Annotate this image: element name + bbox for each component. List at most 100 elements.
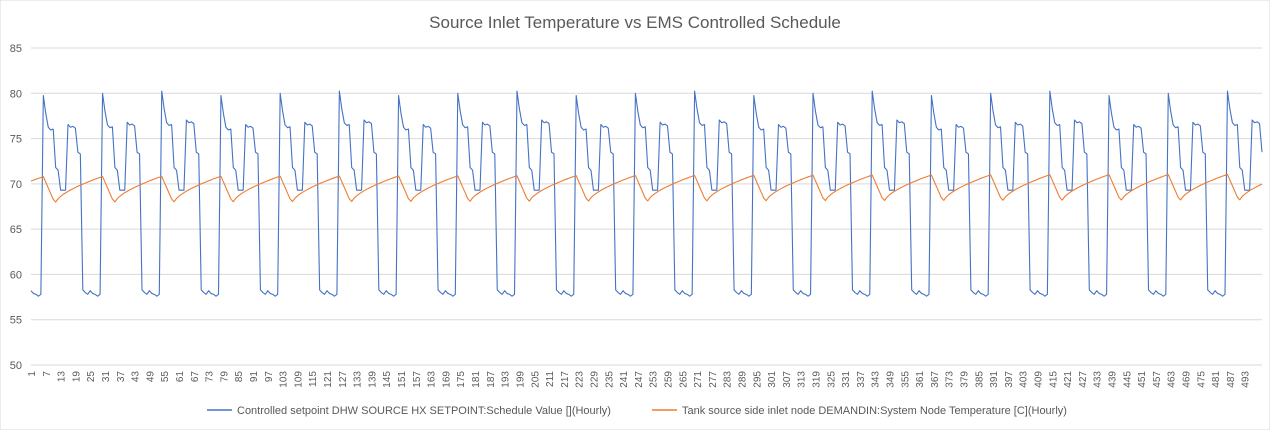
x-tick-label: 247 [634,371,645,388]
x-tick-label: 325 [826,371,837,388]
x-tick-label: 469 [1182,371,1193,388]
legend-label-inlet: Tank source side inlet node DEMANDIN:Sys… [682,405,1067,417]
x-tick-label: 265 [678,371,689,388]
x-tick-label: 61 [175,371,186,383]
x-tick-label: 427 [1078,371,1089,388]
x-tick-label: 175 [456,371,467,388]
x-tick-label: 151 [397,371,408,388]
x-tick-label: 163 [427,371,438,388]
series-line-setpoint [30,90,1263,297]
x-tick-label: 127 [338,371,349,388]
x-tick-label: 139 [367,371,378,388]
x-tick-label: 361 [915,371,926,388]
chart-title: Source Inlet Temperature vs EMS Controll… [429,13,841,32]
x-tick-label: 463 [1167,371,1178,388]
x-tick-label: 211 [545,371,556,387]
x-tick-label: 319 [811,371,822,388]
y-axis: 50 55 60 65 70 75 80 85 [10,43,22,372]
x-tick-label: 397 [1004,371,1015,388]
x-tick-label: 49 [145,371,156,383]
x-tick-label: 433 [1093,371,1104,388]
x-tick-label: 271 [693,371,704,388]
y-tick-label: 75 [10,134,22,146]
x-tick-label: 97 [264,371,275,383]
x-tick-label: 481 [1211,371,1222,388]
legend-label-setpoint: Controlled setpoint DHW SOURCE HX SETPOI… [237,405,611,417]
x-tick-label: 349 [885,371,896,388]
x-tick-label: 169 [441,371,452,388]
x-tick-label: 145 [382,371,393,388]
x-tick-label: 313 [797,371,808,388]
series-layer [30,90,1263,297]
x-tick-label: 415 [1048,371,1059,388]
x-tick-label: 103 [279,371,290,388]
x-tick-label: 445 [1122,371,1133,388]
y-tick-label: 80 [10,88,22,100]
x-tick-label: 241 [619,371,630,388]
x-tick-label: 157 [412,371,423,388]
x-tick-label: 391 [989,371,1000,388]
x-tick-label: 43 [131,371,142,383]
x-tick-label: 439 [1108,371,1119,388]
x-tick-label: 457 [1152,371,1163,388]
x-tick-label: 1 [27,371,38,377]
y-tick-label: 70 [10,179,22,191]
x-tick-label: 373 [945,371,956,388]
y-tick-label: 55 [10,315,22,327]
x-tick-label: 343 [871,371,882,388]
x-tick-label: 295 [752,371,763,388]
x-tick-label: 421 [1063,371,1074,388]
x-tick-label: 277 [708,371,719,388]
x-tick-label: 31 [101,371,112,383]
y-tick-label: 60 [10,269,22,281]
x-tick-label: 385 [974,371,985,388]
x-tick-label: 25 [86,371,97,383]
x-tick-label: 289 [737,371,748,388]
x-tick-label: 55 [160,371,171,383]
x-tick-label: 331 [841,371,852,388]
y-tick-label: 50 [10,360,22,372]
x-tick-label: 235 [604,371,615,388]
legend: Controlled setpoint DHW SOURCE HX SETPOI… [207,405,1067,417]
x-axis: 1 7 13 19 25 31 37 43 49 55 61 67 73 79 85 91 97 103 109 11… [27,371,1252,388]
x-tick-label: 451 [1137,371,1148,388]
x-tick-label: 115 [308,371,319,387]
x-tick-label: 307 [782,371,793,388]
x-tick-label: 109 [293,371,304,388]
x-tick-label: 79 [219,371,230,383]
x-tick-label: 199 [515,371,526,388]
x-tick-label: 13 [57,371,68,383]
x-tick-label: 259 [663,371,674,388]
x-tick-label: 355 [900,371,911,388]
x-tick-label: 337 [856,371,867,388]
x-tick-label: 181 [471,371,482,388]
x-tick-label: 19 [71,371,82,383]
x-tick-label: 85 [234,371,245,383]
x-tick-label: 73 [205,371,216,383]
y-tick-label: 65 [10,224,22,236]
x-tick-label: 91 [249,371,260,383]
x-tick-label: 37 [116,371,127,383]
x-tick-label: 403 [1019,371,1030,388]
series-line-inlet-temperature [30,173,1263,203]
x-tick-label: 187 [486,371,497,388]
x-tick-label: 493 [1241,371,1252,388]
x-tick-label: 409 [1034,371,1045,388]
x-tick-label: 121 [323,371,334,388]
x-tick-label: 193 [501,371,512,388]
x-tick-label: 367 [930,371,941,388]
x-tick-label: 7 [42,371,53,377]
x-tick-label: 229 [589,371,600,388]
y-tick-label: 85 [10,43,22,55]
x-tick-label: 223 [575,371,586,388]
x-tick-label: 487 [1226,371,1237,388]
x-tick-label: 379 [960,371,971,388]
x-tick-label: 217 [560,371,571,388]
x-tick-label: 283 [723,371,734,388]
x-tick-label: 133 [353,371,364,388]
x-tick-label: 253 [649,371,660,388]
x-tick-label: 205 [530,371,541,388]
